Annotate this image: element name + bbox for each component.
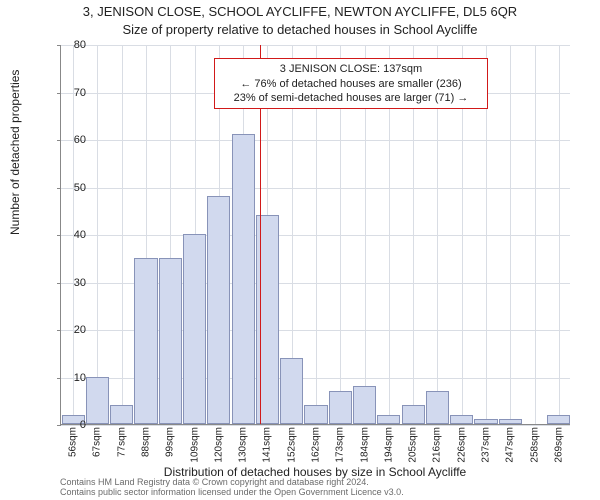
histogram-bar — [450, 415, 473, 425]
histogram-bar — [183, 234, 206, 424]
xtick-label: 141sqm — [262, 427, 273, 463]
histogram-bar — [547, 415, 570, 425]
ytick-label: 60 — [46, 134, 86, 146]
histogram-bar — [353, 386, 376, 424]
annotation-line: 23% of semi-detached houses are larger (… — [221, 91, 481, 105]
xtick-label: 88sqm — [141, 427, 152, 457]
histogram-bar — [426, 391, 449, 424]
ytick-label: 70 — [46, 87, 86, 99]
ytick-label: 50 — [46, 182, 86, 194]
histogram-bar — [159, 258, 182, 424]
annotation-line: 3 JENISON CLOSE: 137sqm — [221, 62, 481, 76]
gridline-h — [61, 425, 570, 426]
ytick-label: 10 — [46, 372, 86, 384]
xtick-label: 67sqm — [92, 427, 103, 457]
gridline-v — [122, 45, 123, 424]
xtick-label: 216sqm — [432, 427, 443, 463]
gridline-v — [535, 45, 536, 424]
histogram-bar — [110, 405, 133, 424]
plot-area: 56sqm67sqm77sqm88sqm99sqm109sqm120sqm130… — [60, 45, 570, 425]
gridline-v — [510, 45, 511, 424]
xtick-label: 120sqm — [213, 427, 224, 463]
footer-attribution: Contains HM Land Registry data © Crown c… — [60, 478, 404, 498]
xtick-label: 77sqm — [116, 427, 127, 457]
gridline-v — [559, 45, 560, 424]
xtick-label: 56sqm — [68, 427, 79, 457]
histogram-bar — [280, 358, 303, 425]
chart-title: Size of property relative to detached ho… — [0, 22, 600, 37]
histogram-bar — [377, 415, 400, 425]
xtick-label: 269sqm — [553, 427, 564, 463]
xtick-label: 99sqm — [165, 427, 176, 457]
histogram-bar — [86, 377, 109, 425]
ytick-label: 80 — [46, 39, 86, 51]
xtick-label: 258sqm — [529, 427, 540, 463]
chart-root: 3, JENISON CLOSE, SCHOOL AYCLIFFE, NEWTO… — [0, 0, 600, 500]
xtick-label: 130sqm — [238, 427, 249, 463]
footer-line: Contains public sector information licen… — [60, 488, 404, 498]
histogram-bar — [207, 196, 230, 424]
histogram-bar — [499, 419, 522, 424]
xtick-label: 205sqm — [408, 427, 419, 463]
ytick-label: 40 — [46, 229, 86, 241]
xtick-label: 226sqm — [456, 427, 467, 463]
annotation-line: ← 76% of detached houses are smaller (23… — [221, 77, 481, 91]
histogram-bar — [232, 134, 255, 424]
histogram-bar — [402, 405, 425, 424]
xtick-label: 173sqm — [335, 427, 346, 463]
y-axis-label: Number of detached properties — [8, 70, 22, 235]
xtick-label: 247sqm — [505, 427, 516, 463]
ytick-label: 30 — [46, 277, 86, 289]
histogram-bar — [304, 405, 327, 424]
xtick-label: 237sqm — [481, 427, 492, 463]
chart-supertitle: 3, JENISON CLOSE, SCHOOL AYCLIFFE, NEWTO… — [0, 4, 600, 19]
xtick-label: 152sqm — [286, 427, 297, 463]
xtick-label: 162sqm — [311, 427, 322, 463]
xtick-label: 109sqm — [189, 427, 200, 463]
histogram-bar — [329, 391, 352, 424]
annotation-box: 3 JENISON CLOSE: 137sqm ← 76% of detache… — [214, 58, 488, 109]
xtick-label: 194sqm — [383, 427, 394, 463]
histogram-bar — [134, 258, 157, 424]
gridline-v — [97, 45, 98, 424]
histogram-bar — [474, 419, 497, 424]
ytick-label: 0 — [46, 419, 86, 431]
ytick-label: 20 — [46, 324, 86, 336]
xtick-label: 184sqm — [359, 427, 370, 463]
